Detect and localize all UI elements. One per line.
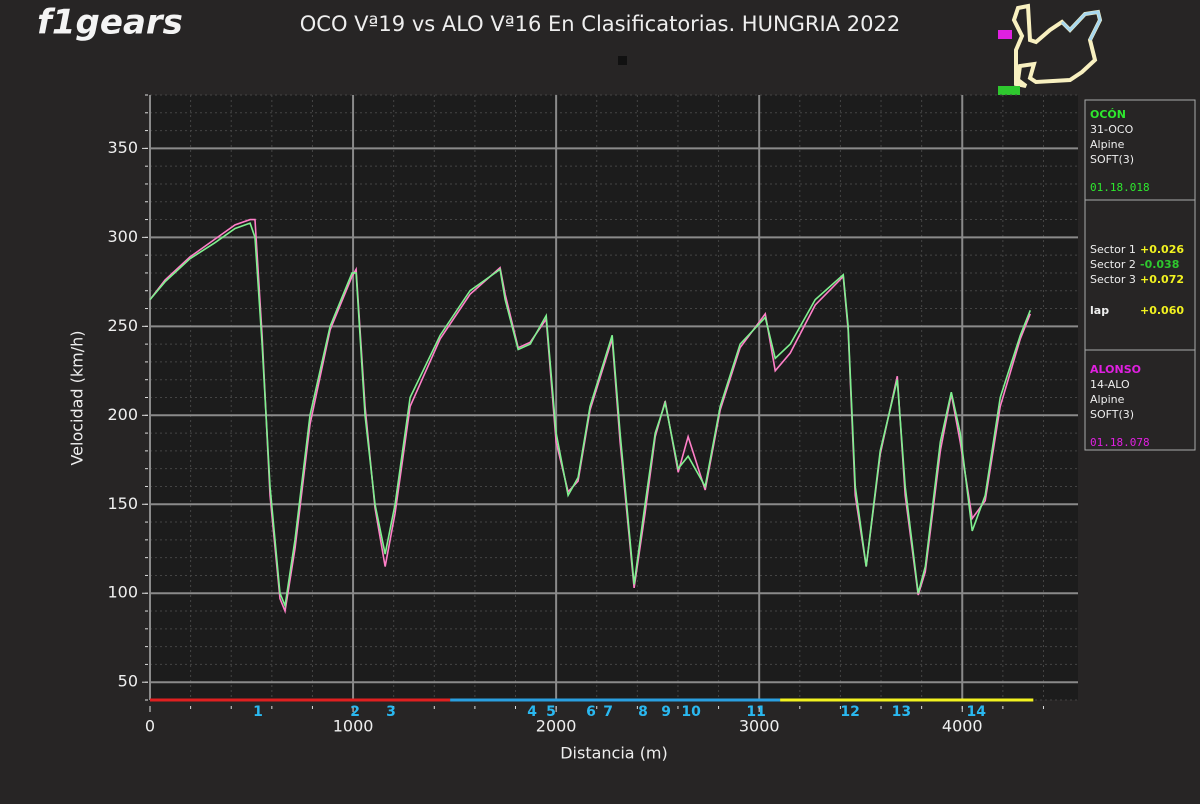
driver-team: Alpine (1090, 138, 1125, 151)
x-tick-label: 2000 (536, 717, 577, 736)
driver-name: OCÓN (1090, 108, 1126, 121)
corner-label: 14 (967, 704, 987, 720)
corner-label: 7 (603, 704, 613, 720)
info-panel: OCÓN 31-OCO Alpine SOFT(3) 01.18.018 Sec… (1084, 99, 1196, 451)
driver-name: ALONSO (1090, 363, 1141, 376)
sector-label: Sector 3 (1090, 273, 1136, 286)
driver-time: 01.18.078 (1090, 436, 1150, 449)
y-tick-label: 50 (118, 672, 138, 691)
sector-delta: -0.038 (1140, 258, 1179, 271)
driver-team: Alpine (1090, 393, 1125, 406)
x-tick-label: 0 (145, 717, 155, 736)
driver-tyre: SOFT(3) (1090, 408, 1134, 421)
driver-time: 01.18.018 (1090, 181, 1150, 194)
track-sector (1060, 10, 1102, 41)
lap-delta: +0.060 (1140, 304, 1184, 317)
corner-label: 1 (253, 704, 263, 720)
logo: f1gears (37, 3, 183, 43)
corner-label: 5 (546, 704, 556, 720)
corner-label: 6 (586, 704, 596, 720)
corner-label: 10 (681, 704, 701, 720)
marker (998, 86, 1020, 95)
corner-label: 3 (386, 704, 396, 720)
corner-label: 12 (840, 704, 859, 720)
grid (149, 94, 1078, 701)
lap-label: lap (1090, 304, 1109, 317)
sector-delta: +0.026 (1140, 243, 1184, 256)
corner-label: 13 (892, 704, 911, 720)
sector-delta: +0.072 (1140, 273, 1184, 286)
sector-label: Sector 1 (1090, 243, 1136, 256)
corner-label: 8 (638, 704, 648, 720)
track (1011, 3, 1103, 88)
corner-label: 4 (527, 704, 537, 720)
legend-placeholder (618, 56, 627, 65)
y-tick-label: 150 (107, 494, 138, 513)
y-axis-label: Velocidad (km/h) (68, 330, 87, 465)
corner-label: 2 (350, 704, 360, 720)
sector-label: Sector 2 (1090, 258, 1136, 271)
x-tick-label: 3000 (739, 717, 780, 736)
y-tick-label: 300 (107, 227, 138, 246)
x-tick-label: 1000 (333, 717, 374, 736)
y-tick-label: 350 (107, 138, 138, 157)
chart-title: OCO Vª19 vs ALO Vª16 En Clasificatorias.… (300, 12, 900, 36)
series-line (149, 222, 1032, 609)
driver-code: 31-OCO (1090, 123, 1134, 136)
lines (149, 218, 1032, 614)
marker (998, 30, 1012, 39)
track-map (998, 3, 1103, 95)
corner-label: 9 (661, 704, 671, 720)
y-tick-label: 250 (107, 316, 138, 335)
y-tick-label: 200 (107, 405, 138, 424)
corner-label: 11 (746, 704, 765, 720)
panel-box (1084, 99, 1196, 451)
x-axis-label: Distancia (m) (560, 744, 668, 763)
driver-tyre: SOFT(3) (1090, 153, 1134, 166)
plot-area (150, 95, 1078, 700)
driver-code: 14-ALO (1090, 378, 1130, 391)
x-tick-label: 4000 (942, 717, 983, 736)
y-tick-label: 100 (107, 583, 138, 602)
